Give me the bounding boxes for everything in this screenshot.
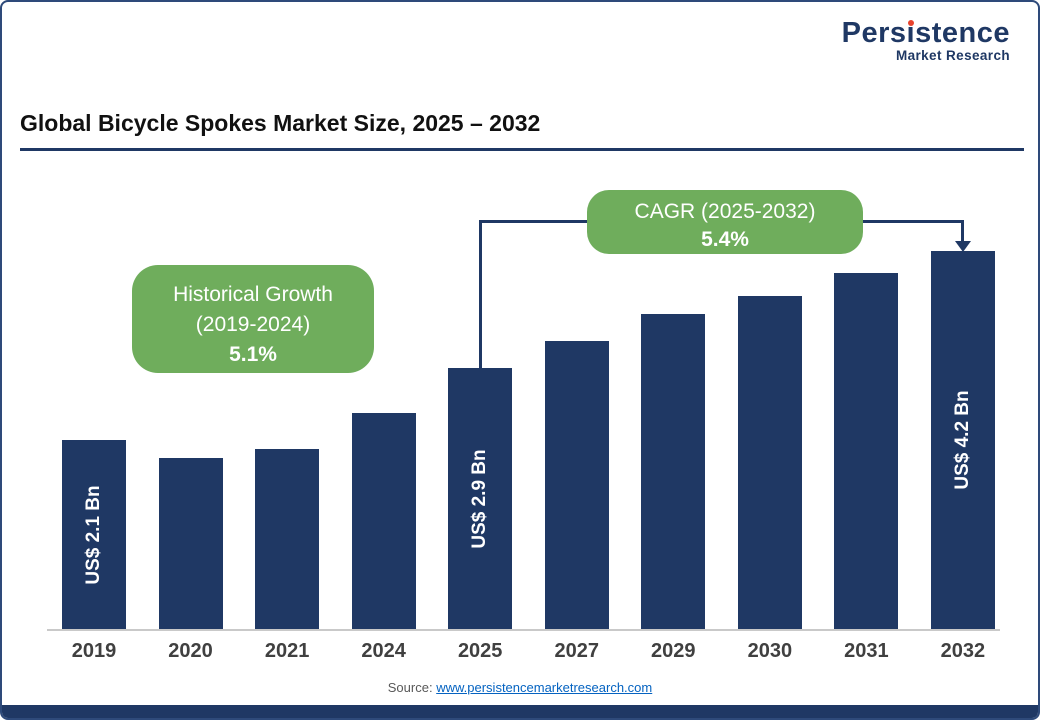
cagr-connector-right-horizontal	[863, 220, 964, 223]
bar-value-label-2025: US$ 2.9 Bn	[469, 448, 491, 549]
title-underline	[20, 148, 1024, 151]
callout-cagr-line1: CAGR (2025-2032)	[634, 200, 816, 223]
logo-persistence-market-research: Persı stence Market Research	[842, 18, 1010, 64]
cagr-connector-left-horizontal	[479, 220, 587, 223]
x-axis-label-2025: 2025	[457, 640, 503, 662]
bar-2029	[641, 314, 706, 629]
cagr-connector-left-vertical	[479, 220, 482, 368]
logo-tagline: Market Research	[895, 48, 1010, 64]
x-axis-label-2029: 2029	[651, 640, 696, 662]
x-axis-line	[47, 629, 1000, 631]
callout-historical-value: 5.1%	[229, 342, 277, 366]
cagr-connector-right-vertical	[961, 220, 964, 243]
callout-historical-growth: Historical Growth (2019-2024) 5.1%	[132, 265, 374, 373]
bar-2030	[737, 296, 802, 629]
x-axis-label-2027: 2027	[554, 640, 599, 662]
arrow-down-icon	[955, 241, 971, 252]
x-axis-label-2020: 2020	[168, 640, 213, 662]
bars-row: US$ 2.1 Bn US$ 2.9 Bn US$ 4.2 Bn	[62, 159, 995, 629]
bar-2021	[255, 449, 320, 629]
logo-wordmark: Persı stence	[841, 17, 1010, 49]
bar-2027	[544, 341, 609, 629]
bar-value-label-2032: US$ 4.2 Bn	[951, 390, 973, 490]
source-label: Source:	[387, 680, 433, 695]
x-axis-label-2030: 2030	[747, 640, 793, 662]
x-axis-label-2021: 2021	[264, 640, 310, 662]
x-axis-labels-row: 2019 2020 2021 2024 2025 2027 2029 2030 2031 2032	[62, 640, 995, 663]
x-axis-label-2032: 2032	[940, 640, 986, 662]
bar-2024	[351, 413, 416, 629]
bar-2020	[158, 458, 223, 629]
logo-i-red-dot: ı	[906, 17, 916, 49]
chart-title: Global Bicycle Spokes Market Size, 2025 …	[20, 110, 541, 136]
callout-historical-line2: (2019-2024)	[195, 312, 311, 336]
x-axis-label-2024: 2024	[361, 640, 406, 662]
bar-2031	[834, 273, 899, 629]
bar-value-label-2019: US$ 2.1 Bn	[83, 484, 104, 585]
bar-2032: US$ 4.2 Bn	[930, 251, 995, 629]
source-line: Source: www.persistencemarketresearch.co…	[2, 680, 1038, 695]
callout-historical-line1: Historical Growth	[173, 283, 333, 306]
x-axis-label-2031: 2031	[844, 640, 889, 662]
footer-strip	[2, 705, 1038, 718]
bar-2019: US$ 2.1 Bn	[62, 440, 126, 629]
source-link[interactable]: www.persistencemarketresearch.com	[436, 680, 653, 695]
callout-cagr-value: 5.4%	[701, 228, 749, 252]
bar-2025: US$ 2.9 Bn	[448, 368, 513, 629]
x-axis-label-2019: 2019	[71, 640, 117, 662]
callout-cagr: CAGR (2025-2032) 5.4%	[587, 190, 863, 254]
